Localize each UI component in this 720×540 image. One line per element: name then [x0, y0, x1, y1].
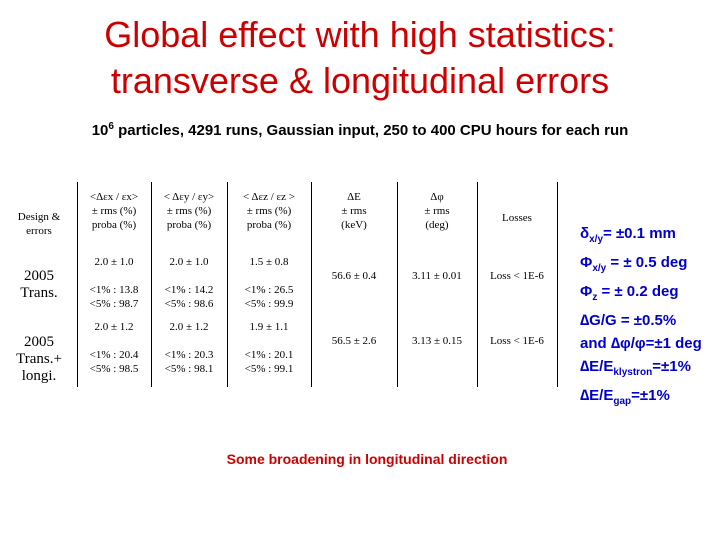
table-divider — [227, 182, 228, 387]
row-label-trans-longi: 2005 Trans.+ longi. — [16, 334, 62, 384]
tolerance-list: δx/y= ±0.1 mm Φx/y = ± 0.5 deg Φz = ± 0.… — [580, 222, 720, 413]
table-cell: <1% : 20.4 <5% : 98.5 — [89, 349, 139, 375]
subtitle: 106 particles, 4291 runs, Gaussian input… — [0, 121, 720, 139]
table-cell: <1% : 14.2 <5% : 98.6 — [164, 284, 214, 310]
header-phase: Δφ ± rms (deg) — [424, 191, 450, 231]
header-emittance-x: <Δεx / εx> ± rms (%) proba (%) — [89, 191, 139, 231]
table-cell: Loss < 1E-6 — [490, 270, 544, 282]
tolerance-gradient: ∆G/G = ±0.5% — [580, 312, 677, 329]
table-cell: <1% : 26.5 <5% : 99.9 — [244, 284, 294, 310]
table-cell: <1% : 20.3 <5% : 98.1 — [164, 349, 214, 375]
slide-title: Global effect with high statistics: tran… — [0, 12, 720, 104]
header-losses: Losses — [502, 212, 532, 224]
title-line-1: Global effect with high statistics: — [104, 14, 616, 55]
table-cell: 56.5 ± 2.6 — [331, 335, 377, 347]
table-divider — [77, 182, 78, 387]
row-label-trans: 2005 Trans. — [20, 268, 58, 301]
tolerance-gap: ∆E/Egap=±1% — [580, 387, 670, 407]
title-line-2: transverse & longitudinal errors — [110, 60, 610, 101]
table-cell: Loss < 1E-6 — [490, 335, 544, 347]
table-cell: 2.0 ± 1.2 — [169, 321, 209, 333]
table-cell: 2.0 ± 1.2 — [94, 321, 134, 333]
tolerance-phase: and ∆φ/φ=±1 deg — [580, 335, 702, 352]
table-cell: <1% : 13.8 <5% : 98.7 — [89, 284, 139, 310]
table-divider — [311, 182, 312, 387]
subtitle-exponent: 6 — [108, 121, 114, 132]
table-divider — [557, 182, 558, 387]
table-cell: 3.11 ± 0.01 — [412, 270, 462, 282]
table-cell: 2.0 ± 1.0 — [169, 256, 209, 268]
table-cell: 56.6 ± 0.4 — [331, 270, 377, 282]
table-cell: <1% : 20.1 <5% : 99.1 — [244, 349, 294, 375]
header-design-errors: Design & errors — [17, 211, 61, 237]
footer-note: Some broadening in longitudinal directio… — [226, 451, 508, 467]
tolerance-phi-xy: Φx/y = ± 0.5 deg — [580, 254, 688, 274]
table-divider — [477, 182, 478, 387]
table-divider — [151, 182, 152, 387]
header-emittance-z: < Δεz / εz > ± rms (%) proba (%) — [243, 191, 295, 231]
table-cell: 1.9 ± 1.1 — [249, 321, 289, 333]
tolerance-phi-z: Φz = ± 0.2 deg — [580, 283, 679, 303]
tolerance-klystron: ∆E/Eklystron=±1% — [580, 358, 691, 378]
tolerance-delta-xy: δx/y= ±0.1 mm — [580, 225, 676, 245]
table-divider — [397, 182, 398, 387]
table-cell: 3.13 ± 0.15 — [411, 335, 463, 347]
header-energy: ΔE ± rms (keV) — [341, 191, 367, 231]
table-cell: 2.0 ± 1.0 — [94, 256, 134, 268]
subtitle-text: particles, 4291 runs, Gaussian input, 25… — [113, 122, 629, 139]
header-emittance-y: < Δεy / εy> ± rms (%) proba (%) — [163, 191, 215, 231]
subtitle-base: 10 — [91, 122, 109, 139]
table-cell: 1.5 ± 0.8 — [249, 256, 289, 268]
